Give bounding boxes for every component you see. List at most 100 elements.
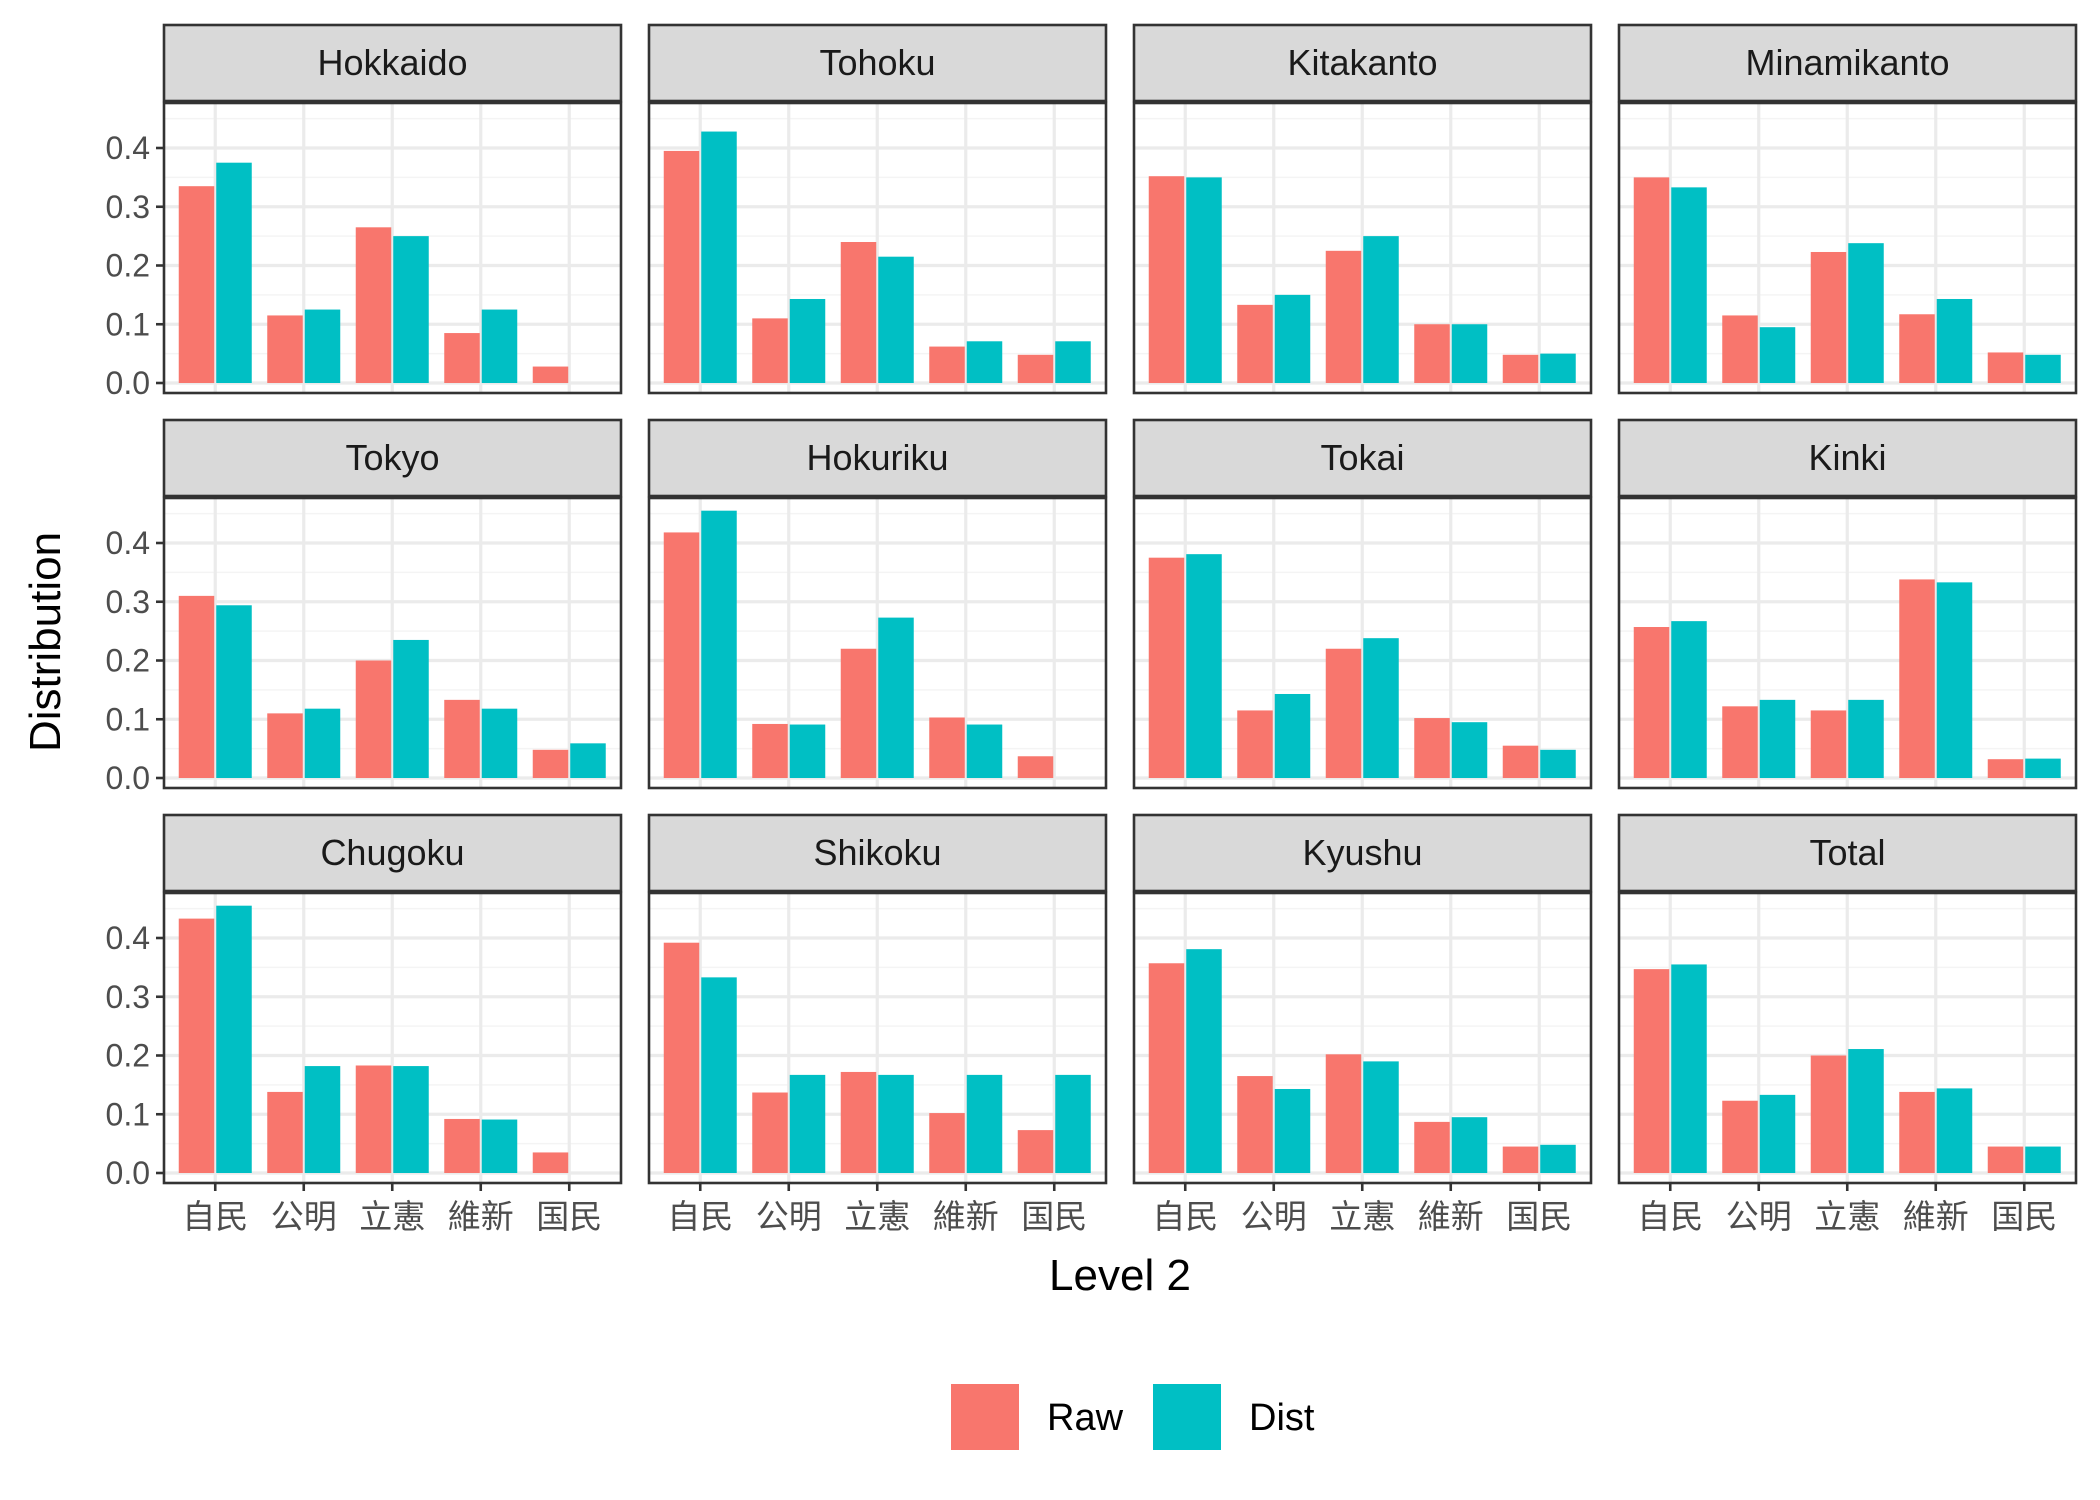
x-tick-label: 維新: [1903, 1197, 1969, 1236]
bar-dist-3: [1363, 638, 1399, 778]
bar-dist-3: [1848, 1049, 1884, 1173]
facet-strip: [1617, 23, 2078, 103]
bar-dist-2: [789, 1074, 826, 1173]
bar-raw-2: [1722, 706, 1758, 778]
facet-kitakanto: Kitakanto: [1132, 23, 1593, 395]
bar-raw-5: [1987, 759, 2024, 778]
facet-title: Total: [1809, 832, 1885, 873]
facet-panels: Hokkaido 0.0 0.1 0.2 0.3 0.4 Tohoku Kitakanto Mi…: [106, 23, 2078, 1236]
bar-dist-4: [481, 309, 518, 383]
bar-raw-2: [267, 713, 303, 778]
bar-raw-3: [355, 227, 392, 383]
bar-dist-1: [701, 510, 737, 778]
bar-raw-3: [1325, 648, 1362, 778]
bar-raw-1: [178, 186, 215, 383]
bar-dist-2: [304, 309, 341, 383]
x-tick-label: 立憲: [359, 1197, 425, 1236]
x-tick-label: 国民: [1991, 1197, 2057, 1236]
facet-tokai: Tokai: [1132, 418, 1593, 790]
bar-dist-1: [216, 905, 252, 1173]
x-tick-label: 国民: [1506, 1197, 1572, 1236]
bar-dist-1: [1186, 949, 1222, 1173]
bar-raw-5: [1017, 354, 1054, 383]
bar-dist-5: [1540, 1144, 1576, 1173]
bar-raw-4: [929, 346, 965, 383]
facet-strip: [162, 813, 623, 893]
facet-shikoku: Shikoku 自民 公明 立憲 維新 国民: [647, 813, 1108, 1236]
bar-raw-2: [267, 1091, 303, 1173]
bar-raw-5: [1017, 1130, 1054, 1173]
y-tick-label: 0.3: [106, 189, 150, 225]
bar-raw-5: [1987, 1146, 2024, 1173]
facet-title: Shikoku: [813, 832, 941, 873]
bar-raw-4: [929, 1113, 965, 1173]
bar-raw-5: [532, 749, 569, 778]
bar-raw-4: [1414, 1121, 1450, 1173]
facet-title: Hokuriku: [806, 437, 948, 478]
bar-raw-4: [1414, 718, 1450, 778]
bar-raw-5: [1502, 1146, 1539, 1173]
panel-border: [647, 496, 1108, 790]
panel-border: [162, 101, 623, 395]
bar-dist-1: [701, 977, 737, 1173]
bar-raw-1: [1148, 176, 1185, 383]
bar-dist-3: [393, 639, 429, 778]
facet-title: Hokkaido: [317, 42, 467, 83]
y-tick-label: 0.0: [106, 1155, 150, 1191]
x-tick-label: 公明: [1241, 1197, 1307, 1236]
facet-hokkaido: Hokkaido 0.0 0.1 0.2 0.3 0.4: [106, 23, 623, 401]
x-tick-label: 自民: [182, 1197, 248, 1236]
facet-title: Kyushu: [1302, 832, 1422, 873]
facet-chugoku: Chugoku 0.0 0.1 0.2 0.3 0.4 自民 公明 立憲 維新 国民: [106, 813, 623, 1236]
bar-raw-3: [840, 1071, 877, 1173]
facet-strip: [1617, 813, 2078, 893]
bar-dist-1: [1671, 187, 1707, 383]
y-tick-label: 0.4: [106, 130, 150, 166]
legend-key-raw: [951, 1384, 1019, 1450]
facet-title: Tohoku: [819, 42, 935, 83]
bar-raw-3: [840, 648, 877, 778]
facet-title: Chugoku: [320, 832, 464, 873]
bar-raw-4: [444, 1118, 480, 1173]
y-tick-label: 0.2: [106, 1038, 150, 1074]
bar-raw-3: [1325, 1054, 1362, 1173]
facet-strip: [162, 418, 623, 498]
bar-raw-2: [1722, 315, 1758, 383]
bar-dist-4: [481, 708, 518, 778]
facet-total: Total 自民 公明 立憲 維新 国民: [1617, 813, 2078, 1236]
bar-raw-4: [1899, 579, 1935, 778]
bar-raw-1: [1148, 557, 1185, 778]
bar-raw-2: [752, 1092, 788, 1173]
facet-strip: [647, 23, 1108, 103]
bar-dist-5: [2025, 758, 2061, 778]
bar-raw-5: [1502, 354, 1539, 383]
facet-title: Tokai: [1320, 437, 1404, 478]
bar-dist-3: [878, 617, 914, 778]
bar-dist-3: [878, 256, 914, 383]
x-tick-label: 立憲: [844, 1197, 910, 1236]
bar-dist-3: [393, 1066, 429, 1173]
facet-title: Kitakanto: [1287, 42, 1437, 83]
bar-raw-5: [1987, 352, 2024, 383]
facet-tokyo: Tokyo 0.0 0.1 0.2 0.3 0.4: [106, 418, 623, 796]
bar-raw-5: [532, 366, 569, 383]
bar-dist-4: [966, 1074, 1003, 1173]
bar-raw-1: [663, 532, 700, 778]
bar-dist-2: [789, 298, 826, 383]
y-tick-label: 0.3: [106, 979, 150, 1015]
y-tick-label: 0.1: [106, 1096, 150, 1132]
facet-minamikanto: Minamikanto: [1617, 23, 2078, 395]
bar-dist-4: [1936, 582, 1973, 778]
bar-raw-5: [1502, 745, 1539, 778]
bar-raw-3: [355, 660, 392, 778]
legend: Raw Dist: [951, 1384, 1315, 1450]
bar-dist-1: [1186, 554, 1222, 778]
legend-label-raw: Raw: [1047, 1397, 1124, 1439]
bar-dist-5: [1055, 1074, 1091, 1173]
bar-dist-3: [1848, 699, 1884, 778]
panel-border: [1617, 496, 2078, 790]
bar-dist-2: [1274, 693, 1311, 778]
bar-dist-4: [1451, 1117, 1488, 1173]
bar-dist-2: [789, 724, 826, 778]
bar-raw-4: [444, 699, 480, 778]
